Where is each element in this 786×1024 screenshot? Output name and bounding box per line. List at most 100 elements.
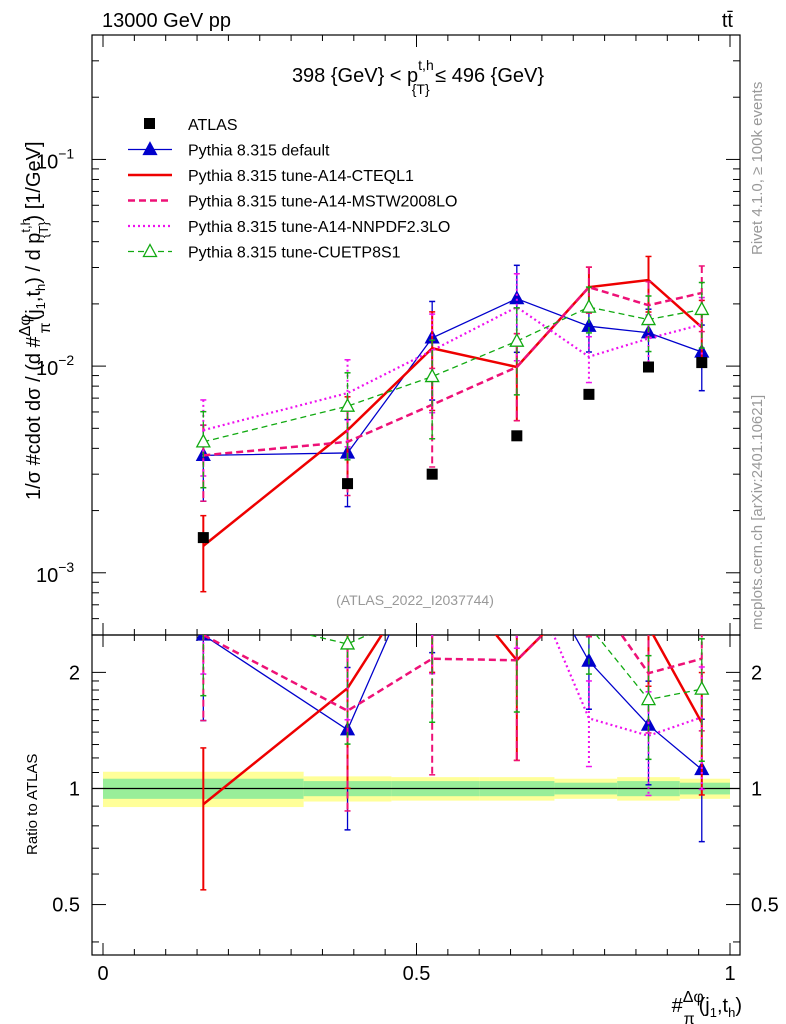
y-tick-label-ratio-right: 0.5 (751, 895, 779, 917)
point-marker (339, 397, 356, 412)
series-line (203, 297, 703, 457)
series-line (202, 635, 703, 770)
point-marker (197, 603, 210, 615)
point-marker (424, 368, 440, 383)
y-label-part-d: ) / d p (23, 233, 45, 284)
series-line (203, 285, 703, 457)
atlas-data-point (696, 357, 708, 369)
y-tick-label-ratio-right: 1 (751, 778, 762, 800)
legend-label: Pythia 8.315 tune-A14-CTEQL1 (188, 168, 414, 185)
point-marker (510, 605, 523, 617)
legend-marker (142, 141, 158, 156)
x-label-frac-num: Δφ (683, 989, 704, 1006)
y-label-part-a: 1/σ #cdot dσ / (d # (23, 335, 45, 500)
point-marker (640, 691, 657, 706)
series-pythia-8-315-default (195, 264, 710, 508)
x-tick-label: 1 (724, 963, 735, 985)
x-label-pre: # (672, 995, 684, 1017)
atlas-data-point (426, 468, 438, 480)
atlas-data-point (583, 388, 595, 400)
y-label-part-b: (j (23, 309, 45, 320)
x-label-sub-2: h (728, 1005, 735, 1020)
point-marker (694, 301, 710, 316)
y-tick-exp: −3 (58, 559, 74, 575)
point-marker (339, 635, 356, 650)
series-atlas (197, 357, 708, 544)
y-tick-exp: −2 (58, 352, 74, 368)
series-line (552, 635, 703, 737)
analysis-id: (ATLAS_2022_I2037744) (336, 592, 494, 608)
series-line (202, 278, 703, 547)
x-label-part-d: ) (735, 995, 742, 1017)
series-line (203, 306, 702, 443)
legend-label: Pythia 8.315 tune-A14-NNPDF2.3LO (188, 219, 450, 236)
y-axis-label-main: 1/σ #cdot dσ / (d #Δφ π (j1,th) / d pt,h {T… (17, 141, 54, 500)
y-tick-label-ratio-right: 2 (751, 662, 762, 684)
point-marker (510, 526, 523, 538)
x-label-part-c: ,t (717, 995, 729, 1017)
rivet-label: Rivet 4.1.0, ≥ 100k events (749, 82, 766, 255)
x-label-part-b: (j (699, 995, 710, 1017)
x-axis-label: #Δφ π (j1,th) (672, 989, 742, 1024)
legend: ATLAS Pythia 8.315 default Pythia 8.315 tu… (128, 117, 457, 262)
y-tick-base: 10 (36, 358, 58, 380)
y-tick-base: 10 (36, 565, 58, 587)
point-marker (640, 311, 657, 326)
legend-entry: Pythia 8.315 default (128, 141, 330, 160)
y-axis-label-ratio: Ratio to ATLAS (24, 754, 41, 855)
main-series-group (195, 255, 710, 593)
series-pythia-8-315-tune-a14-mstw2008lo (200, 265, 705, 502)
series-pythia-8-315-tune-cuetp8s1 (197, 603, 710, 762)
y-tick-base: 10 (36, 151, 58, 173)
point-marker (509, 290, 525, 305)
y-label-part-e: ) [1/GeV] (23, 141, 45, 221)
axis-ticks: 0 0.5 110−310−210−10.5 0.51 12 2 (36, 34, 779, 985)
atlas-data-point (197, 532, 209, 544)
legend-label: ATLAS (188, 117, 238, 134)
plot-title: 398 {GeV} < pt,h {T} ≤ 496 {GeV} (292, 57, 544, 97)
legend-label: Pythia 8.315 default (188, 143, 330, 160)
y-tick-label-main: 10−1 (36, 145, 74, 173)
y-label-part-c: ,t (23, 291, 45, 303)
energy-label: 13000 GeV pp (102, 10, 231, 32)
x-tick-label: 0 (97, 963, 108, 985)
y-label-frac-num: Δφ (17, 315, 34, 336)
legend-marker-atlas (144, 118, 155, 129)
title-sub: {T} (412, 81, 430, 97)
y-label-frac-den: π (37, 322, 54, 333)
process-label: tt̄ (722, 10, 734, 32)
series-pythia-8-315-tune-a14-nnpdf2-3lo (200, 635, 705, 797)
legend-entry: ATLAS (144, 117, 238, 134)
atlas-data-point (642, 361, 654, 373)
atlas-data-point (342, 478, 354, 490)
ratio-uncertainty-bands (103, 771, 730, 808)
series-pythia-8-315-tune-cuetp8s1 (195, 281, 710, 489)
point-marker (195, 433, 211, 448)
title-sup: t,h (418, 57, 434, 73)
legend-label: Pythia 8.315 tune-CUETP8S1 (188, 245, 401, 262)
ratio-series-group (195, 526, 710, 891)
site-label: mcplots.cern.ch [arXiv:2401.10621] (749, 395, 766, 630)
title-pre: 398 {GeV} < p (292, 65, 418, 87)
y-tick-label-ratio-left: 2 (69, 662, 80, 684)
legend-entry: Pythia 8.315 tune-A14-NNPDF2.3LO (128, 219, 450, 236)
y-tick-label-ratio-left: 0.5 (52, 895, 80, 917)
x-tick-label: 0.5 (403, 963, 431, 985)
y-tick-label-main: 10−2 (36, 352, 74, 380)
series-pythia-8-315-tune-a14-cteql1 (200, 635, 705, 891)
point-marker (694, 680, 710, 695)
y-tick-label-main: 10−3 (36, 559, 74, 587)
x-label-frac-den: π (684, 1011, 695, 1024)
point-marker (581, 298, 597, 313)
x-label-sub-1: 1 (710, 1005, 717, 1020)
legend-marker (142, 243, 158, 258)
point-marker (582, 619, 595, 631)
title-post: ≤ 496 {GeV} (430, 65, 545, 87)
point-marker (426, 530, 439, 542)
point-marker (509, 332, 525, 347)
series-pythia-8-315-tune-a14-nnpdf2-3lo (200, 272, 705, 477)
y-label-sub-2: h (33, 284, 48, 291)
series-line (306, 635, 702, 701)
legend-label: Pythia 8.315 tune-A14-MSTW2008LO (188, 194, 457, 211)
